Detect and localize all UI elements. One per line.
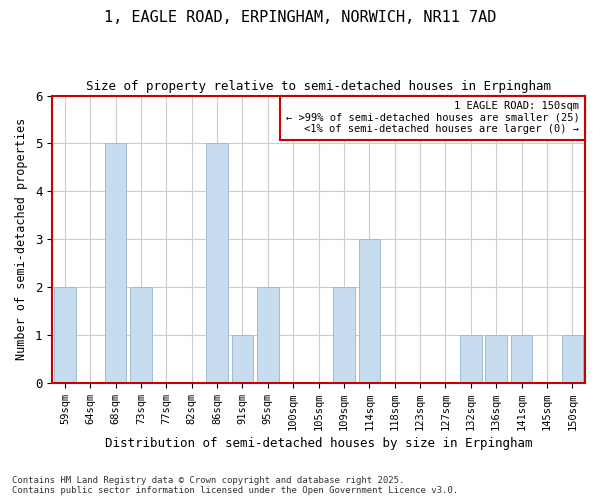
Bar <box>460 335 482 383</box>
Bar <box>105 144 127 383</box>
Bar <box>359 239 380 383</box>
Title: Size of property relative to semi-detached houses in Erpingham: Size of property relative to semi-detach… <box>86 80 551 93</box>
Bar <box>333 287 355 383</box>
Bar <box>562 335 583 383</box>
X-axis label: Distribution of semi-detached houses by size in Erpingham: Distribution of semi-detached houses by … <box>105 437 532 450</box>
Bar <box>485 335 507 383</box>
Bar <box>130 287 152 383</box>
Text: 1 EAGLE ROAD: 150sqm
← >99% of semi-detached houses are smaller (25)
<1% of semi: 1 EAGLE ROAD: 150sqm ← >99% of semi-deta… <box>286 101 580 134</box>
Bar <box>206 144 228 383</box>
Bar <box>511 335 532 383</box>
Bar <box>54 287 76 383</box>
Text: Contains HM Land Registry data © Crown copyright and database right 2025.
Contai: Contains HM Land Registry data © Crown c… <box>12 476 458 495</box>
Text: 1, EAGLE ROAD, ERPINGHAM, NORWICH, NR11 7AD: 1, EAGLE ROAD, ERPINGHAM, NORWICH, NR11 … <box>104 10 496 25</box>
Bar <box>232 335 253 383</box>
Bar <box>257 287 278 383</box>
Y-axis label: Number of semi-detached properties: Number of semi-detached properties <box>15 118 28 360</box>
